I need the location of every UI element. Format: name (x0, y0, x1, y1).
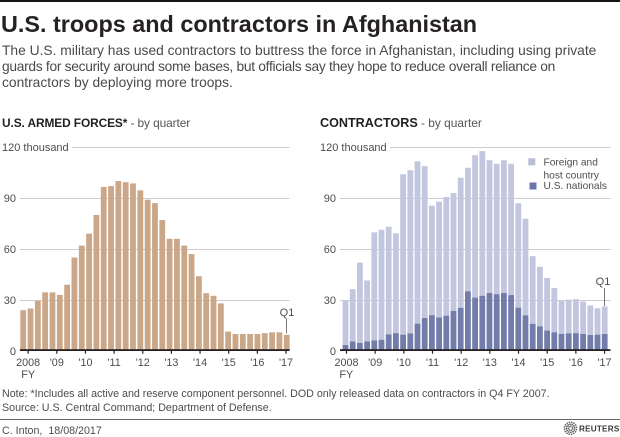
svg-text:'13: '13 (483, 357, 497, 369)
svg-text:90: 90 (4, 193, 16, 205)
svg-text:60: 60 (4, 244, 16, 256)
svg-text:U.S. nationals: U.S. nationals (544, 181, 607, 192)
svg-text:'14: '14 (511, 357, 525, 369)
svg-text:Q1: Q1 (596, 276, 611, 288)
svg-text:CONTRACTORS - by quarter: CONTRACTORS - by quarter (320, 116, 482, 130)
svg-text:'11: '11 (107, 357, 120, 369)
svg-text:'13: '13 (164, 357, 178, 369)
svg-text:U.S. ARMED FORCES* - by quarte: U.S. ARMED FORCES* - by quarter (2, 116, 190, 130)
svg-text:2008: 2008 (16, 357, 40, 369)
svg-text:120 thousand: 120 thousand (2, 142, 69, 154)
svg-text:'15: '15 (540, 357, 554, 369)
svg-text:30: 30 (324, 295, 336, 307)
svg-text:'10: '10 (397, 357, 411, 369)
svg-text:'09: '09 (50, 357, 64, 369)
svg-text:90: 90 (324, 193, 336, 205)
svg-text:'17: '17 (597, 357, 611, 369)
svg-text:'17: '17 (279, 357, 293, 369)
svg-text:'14: '14 (193, 357, 207, 369)
svg-text:'16: '16 (250, 357, 264, 369)
svg-text:'15: '15 (222, 357, 236, 369)
svg-text:host country: host country (544, 171, 600, 182)
svg-text:'16: '16 (569, 357, 583, 369)
svg-text:60: 60 (324, 244, 336, 256)
svg-text:FY: FY (339, 369, 353, 381)
svg-text:FY: FY (21, 369, 35, 381)
svg-text:'09: '09 (368, 357, 382, 369)
svg-text:'10: '10 (78, 357, 92, 369)
svg-text:0: 0 (330, 346, 336, 358)
svg-text:'11: '11 (426, 357, 439, 369)
svg-text:120 thousand: 120 thousand (320, 142, 387, 154)
svg-text:'12: '12 (454, 357, 468, 369)
svg-text:REUTERS: REUTERS (579, 425, 620, 434)
svg-text:'12: '12 (136, 357, 150, 369)
svg-text:0: 0 (10, 346, 16, 358)
svg-text:Foreign and: Foreign and (544, 157, 599, 168)
svg-text:30: 30 (4, 295, 16, 307)
svg-text:2008: 2008 (334, 357, 358, 369)
svg-text:Q1: Q1 (280, 307, 295, 319)
